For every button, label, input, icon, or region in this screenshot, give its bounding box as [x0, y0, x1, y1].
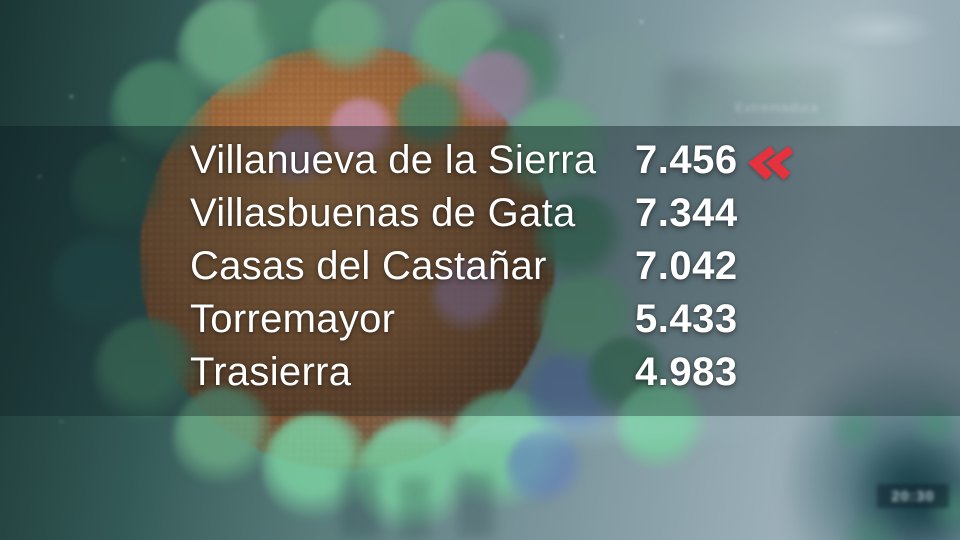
- corner-virus-spike: [835, 505, 905, 540]
- virus-spike: [173, 386, 277, 490]
- municipality-name: Trasierra: [190, 350, 352, 394]
- municipality-name: Villanueva de la Sierra: [190, 138, 597, 182]
- virus-spike: [270, 128, 330, 188]
- blurred-shape: [660, 68, 840, 130]
- virus-spike: [50, 235, 150, 335]
- virus-spike: [505, 430, 585, 510]
- sparkle: [60, 420, 63, 423]
- overlay-band: [0, 126, 960, 416]
- virus-spike: [534, 194, 626, 286]
- virus-spike: [328, 98, 396, 166]
- virus-spike: [616, 382, 708, 474]
- virus-spike: [396, 82, 468, 154]
- virus-spike: [432, 260, 508, 336]
- sparkle: [560, 35, 563, 38]
- virus-spike: [310, 0, 390, 78]
- table-row: Villanueva de la Sierra 7.456: [0, 134, 960, 187]
- municipality-value: 7.344: [635, 191, 738, 235]
- double-left-chevron-icon: [745, 146, 798, 180]
- sparkle: [122, 158, 125, 161]
- blurred-shape: [400, 478, 430, 538]
- sparkle: [70, 95, 73, 98]
- municipality-value: 5.433: [635, 297, 738, 341]
- municipality-value: 4.983: [635, 350, 738, 394]
- table-row: Casas del Castañar 7.042: [0, 240, 960, 293]
- municipality-list: Villanueva de la Sierra 7.456 Villasbuen…: [0, 134, 960, 399]
- municipality-name: Villasbuenas de Gata: [190, 191, 576, 235]
- sparkle: [38, 175, 41, 178]
- blurred-shape: [458, 472, 494, 538]
- blurred-shape: [340, 468, 380, 538]
- table-row: Trasierra 4.983: [0, 346, 960, 399]
- municipality-value: 7.456: [635, 138, 738, 182]
- sparkle: [640, 20, 643, 23]
- virus-spike: [456, 50, 540, 134]
- clock-badge: 20:30: [877, 484, 949, 508]
- table-row: Villasbuenas de Gata 7.344: [0, 187, 960, 240]
- sparkle: [835, 330, 838, 333]
- region-watermark: Extremadura: [735, 100, 819, 115]
- table-row: Torremayor 5.433: [0, 293, 960, 346]
- virus-spike: [70, 142, 166, 238]
- municipality-name: Casas del Castañar: [190, 244, 547, 288]
- municipality-value: 7.042: [635, 244, 738, 288]
- clock-text: 20:30: [891, 487, 935, 505]
- sparkle: [240, 212, 243, 215]
- municipality-name: Torremayor: [190, 297, 396, 341]
